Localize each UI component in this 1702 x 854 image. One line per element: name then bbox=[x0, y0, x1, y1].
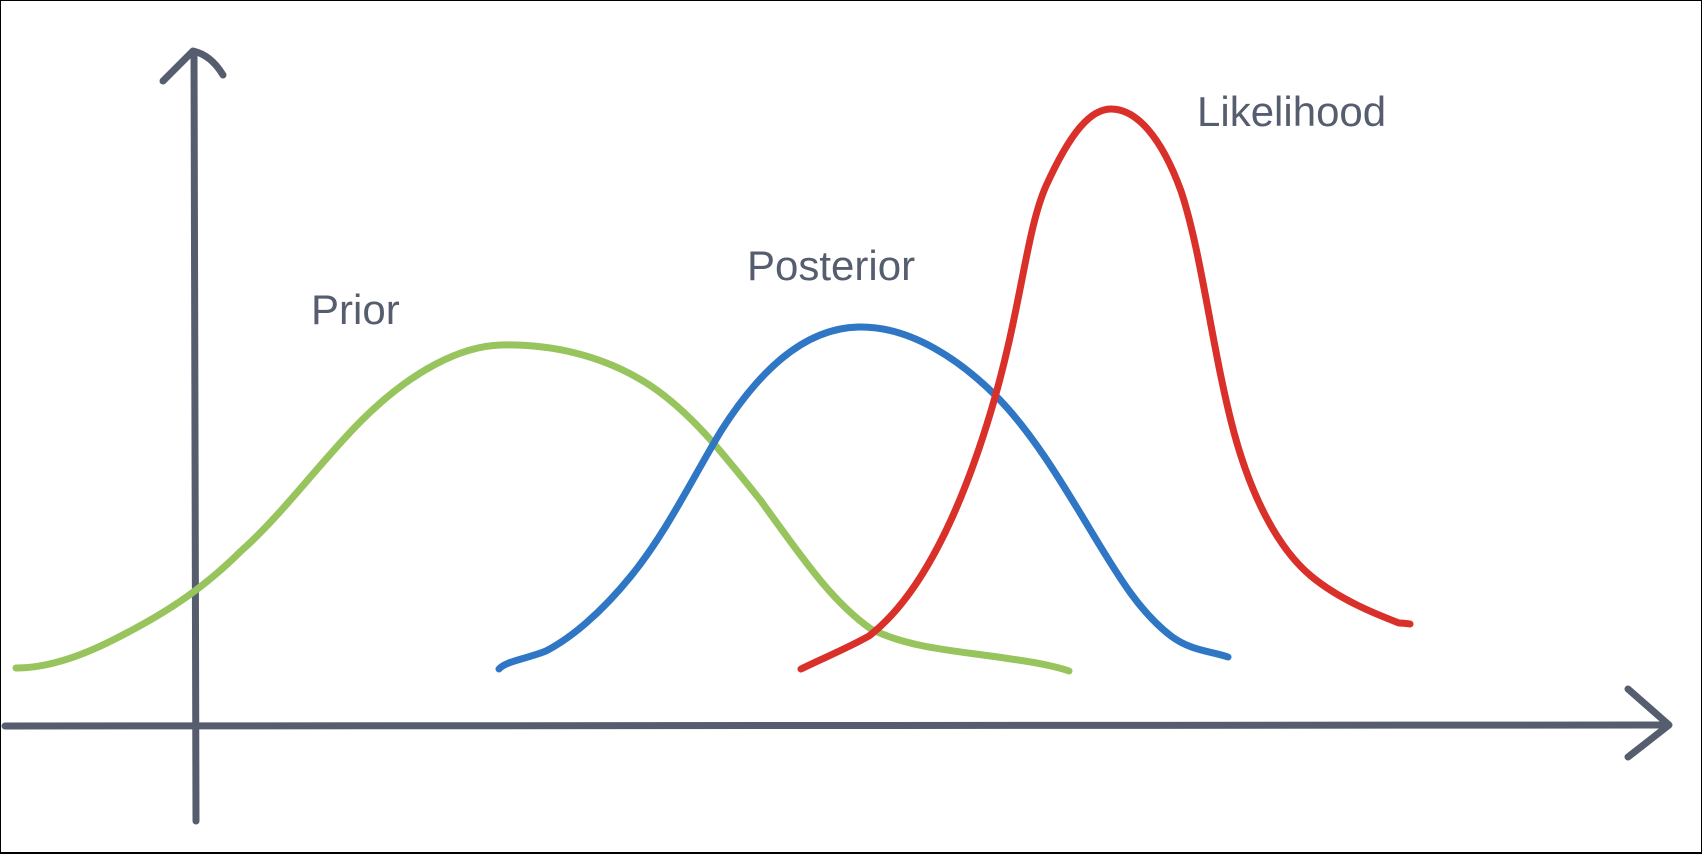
posterior-curve bbox=[495, 323, 1232, 673]
prior-label: Prior bbox=[311, 286, 400, 333]
x-axis-arrow bbox=[1624, 685, 1673, 761]
likelihood-curve bbox=[797, 105, 1414, 673]
prior-curve bbox=[12, 341, 1073, 675]
posterior-label: Posterior bbox=[747, 242, 915, 289]
y-axis-arrow bbox=[159, 47, 227, 85]
likelihood-label: Likelihood bbox=[1197, 88, 1386, 135]
y-axis bbox=[190, 49, 200, 825]
x-axis bbox=[1, 721, 1671, 730]
